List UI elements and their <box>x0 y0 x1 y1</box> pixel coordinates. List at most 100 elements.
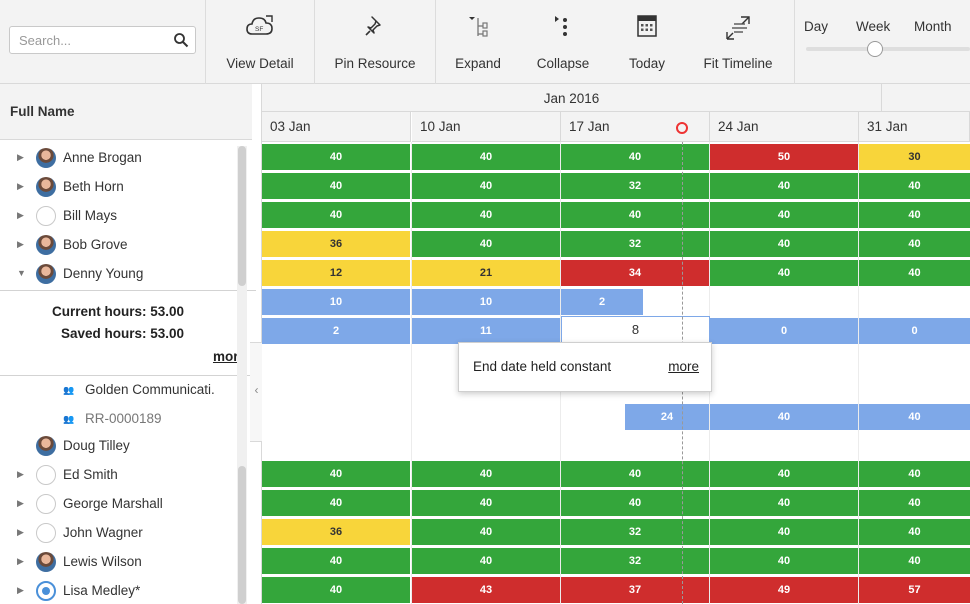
pin-resource-button[interactable]: Pin Resource <box>318 0 432 84</box>
caret-right-icon[interactable]: ▶ <box>17 152 24 162</box>
allocation-cell[interactable]: 40 <box>710 404 858 430</box>
allocation-cell[interactable]: 36 <box>262 231 410 257</box>
allocation-cell[interactable]: 40 <box>262 202 410 228</box>
resource-row[interactable]: Doug Tilley <box>0 432 250 460</box>
caret-right-icon[interactable]: ▶ <box>17 239 24 249</box>
allocation-cell[interactable]: 40 <box>262 490 410 516</box>
allocation-cell[interactable]: 40 <box>710 231 858 257</box>
allocation-cell[interactable]: 32 <box>561 548 709 574</box>
resource-row[interactable]: ▶ Lewis Wilson <box>0 548 250 576</box>
zoom-week-option[interactable]: Week <box>856 19 891 34</box>
allocation-cell[interactable]: 40 <box>859 260 970 286</box>
view-detail-button[interactable]: SF View Detail <box>208 0 312 84</box>
allocation-cell[interactable]: 43 <box>412 577 560 603</box>
allocation-cell[interactable]: 40 <box>859 231 970 257</box>
scrollbar-thumb[interactable] <box>238 146 246 286</box>
allocation-cell[interactable]: 34 <box>561 260 709 286</box>
allocation-cell[interactable]: 32 <box>561 173 709 199</box>
allocation-cell[interactable]: 40 <box>412 548 560 574</box>
resource-row[interactable]: ▶ Bill Mays <box>0 202 250 230</box>
allocation-cell[interactable]: 24 <box>625 404 709 430</box>
resource-row[interactable]: ▶ Anne Brogan <box>0 144 250 172</box>
allocation-cell[interactable]: 40 <box>859 202 970 228</box>
hours-edit-input[interactable]: 8 <box>561 316 710 344</box>
allocation-cell[interactable]: 40 <box>859 490 970 516</box>
allocation-cell[interactable]: 40 <box>710 461 858 487</box>
allocation-cell[interactable]: 50 <box>710 144 858 170</box>
caret-right-icon[interactable]: ▶ <box>17 585 24 595</box>
allocation-cell[interactable]: 10 <box>262 289 410 315</box>
allocation-cell[interactable]: 40 <box>412 144 560 170</box>
allocation-cell[interactable]: 40 <box>262 548 410 574</box>
allocation-cell[interactable]: 40 <box>262 461 410 487</box>
resource-row[interactable]: ▶ Beth Horn <box>0 173 250 201</box>
allocation-cell[interactable]: 0 <box>859 318 970 344</box>
allocation-cell[interactable]: 57 <box>859 577 970 603</box>
allocation-cell[interactable]: 40 <box>412 202 560 228</box>
allocation-cell[interactable]: 40 <box>412 490 560 516</box>
expand-button[interactable]: Expand <box>440 0 516 84</box>
allocation-cell[interactable]: 40 <box>561 461 709 487</box>
resource-row[interactable]: ▼ Denny Young <box>0 260 250 288</box>
caret-right-icon[interactable]: ▶ <box>17 527 24 537</box>
allocation-cell[interactable]: 40 <box>710 173 858 199</box>
resource-row[interactable]: ▶ Ed Smith <box>0 461 250 489</box>
allocation-cell[interactable]: 40 <box>561 144 709 170</box>
allocation-cell[interactable]: 12 <box>262 260 410 286</box>
search-input[interactable] <box>10 27 160 53</box>
allocation-cell[interactable]: 40 <box>561 490 709 516</box>
allocation-cell[interactable]: 0 <box>710 318 858 344</box>
search-icon[interactable] <box>173 32 189 48</box>
allocation-cell[interactable]: 32 <box>561 231 709 257</box>
full-name-column-header[interactable]: Full Name <box>0 84 252 140</box>
allocation-cell[interactable]: 40 <box>859 404 970 430</box>
resource-row[interactable]: ▶ George Marshall <box>0 490 250 518</box>
caret-right-icon[interactable]: ▶ <box>17 556 24 566</box>
caret-right-icon[interactable]: ▶ <box>17 469 24 479</box>
allocation-cell[interactable]: 40 <box>262 173 410 199</box>
allocation-cell[interactable]: 40 <box>859 548 970 574</box>
today-button[interactable]: Today <box>610 0 684 84</box>
allocation-cell[interactable]: 10 <box>412 289 560 315</box>
scrollbar-thumb-lower[interactable] <box>238 466 246 604</box>
allocation-cell[interactable]: 40 <box>859 461 970 487</box>
project-row[interactable]: 👥 RR-0000189 <box>0 405 250 433</box>
zoom-month-option[interactable]: Month <box>914 19 952 34</box>
allocation-cell[interactable]: 40 <box>262 144 410 170</box>
zoom-day-option[interactable]: Day <box>804 19 829 34</box>
resource-row[interactable]: ▶ John Wagner <box>0 519 250 547</box>
caret-down-icon[interactable]: ▼ <box>17 268 26 278</box>
allocation-cell[interactable]: 2 <box>561 289 643 315</box>
allocation-cell[interactable]: 40 <box>710 548 858 574</box>
allocation-cell[interactable]: 2 <box>262 318 410 344</box>
allocation-cell[interactable]: 40 <box>710 519 858 545</box>
collapse-button[interactable]: Collapse <box>522 0 604 84</box>
allocation-cell[interactable]: 40 <box>710 260 858 286</box>
allocation-cell[interactable]: 40 <box>561 202 709 228</box>
allocation-cell[interactable]: 40 <box>859 519 970 545</box>
allocation-cell[interactable]: 21 <box>412 260 560 286</box>
allocation-cell[interactable]: 30 <box>859 144 970 170</box>
allocation-cell[interactable]: 40 <box>859 173 970 199</box>
zoom-slider-thumb[interactable] <box>867 41 883 57</box>
allocation-cell[interactable]: 40 <box>710 490 858 516</box>
allocation-cell[interactable]: 36 <box>262 519 410 545</box>
allocation-cell[interactable]: 40 <box>412 519 560 545</box>
allocation-cell[interactable]: 40 <box>412 461 560 487</box>
resource-scrollbar[interactable] <box>237 146 247 604</box>
allocation-cell[interactable]: 11 <box>412 318 560 344</box>
allocation-cell[interactable]: 40 <box>412 173 560 199</box>
fit-timeline-button[interactable]: Fit Timeline <box>690 0 786 84</box>
allocation-cell[interactable]: 40 <box>710 202 858 228</box>
resource-row[interactable]: ▶ Lisa Medley* <box>0 577 250 604</box>
project-row[interactable]: 👥 Golden Communicati. <box>0 376 250 404</box>
zoom-slider-track[interactable] <box>806 47 970 51</box>
tooltip-more-link[interactable]: more <box>668 359 699 374</box>
caret-right-icon[interactable]: ▶ <box>17 498 24 508</box>
allocation-cell[interactable]: 49 <box>710 577 858 603</box>
caret-right-icon[interactable]: ▶ <box>17 210 24 220</box>
caret-right-icon[interactable]: ▶ <box>17 181 24 191</box>
resource-row[interactable]: ▶ Bob Grove <box>0 231 250 259</box>
allocation-cell[interactable]: 37 <box>561 577 709 603</box>
allocation-cell[interactable]: 40 <box>412 231 560 257</box>
